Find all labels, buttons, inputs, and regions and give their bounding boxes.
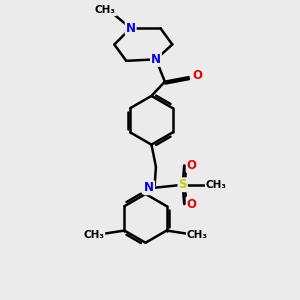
- Text: N: N: [144, 181, 154, 194]
- Text: O: O: [187, 159, 196, 172]
- Text: CH₃: CH₃: [95, 5, 116, 15]
- Text: O: O: [192, 69, 202, 82]
- Text: CH₃: CH₃: [206, 180, 227, 190]
- Text: S: S: [178, 178, 187, 191]
- Text: N: N: [126, 22, 136, 34]
- Text: CH₃: CH₃: [187, 230, 208, 240]
- Text: N: N: [151, 53, 161, 66]
- Text: CH₃: CH₃: [83, 230, 104, 240]
- Text: O: O: [187, 198, 196, 211]
